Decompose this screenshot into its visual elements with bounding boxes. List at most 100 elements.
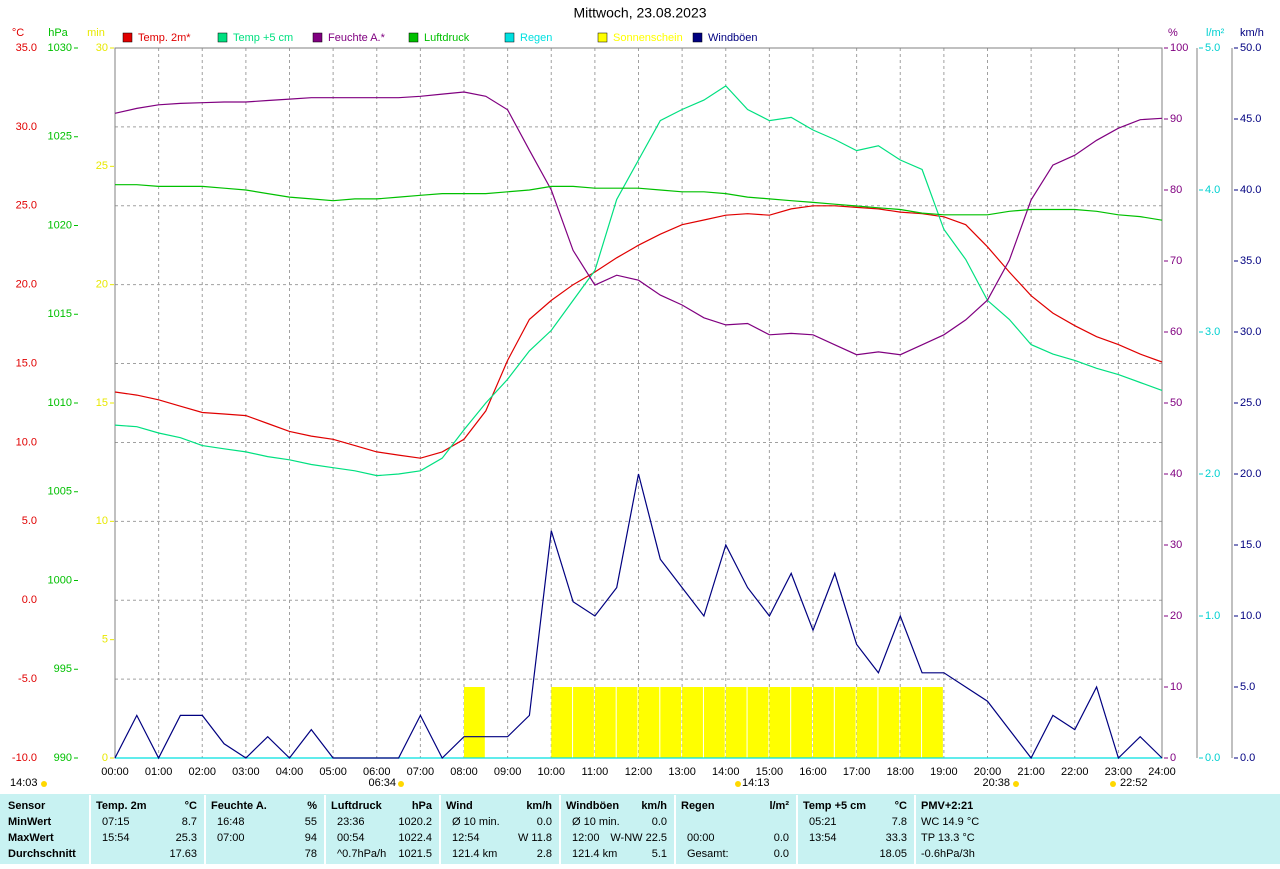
axis-unit: hPa xyxy=(48,27,68,39)
y-tick-label: 25.0 xyxy=(1240,397,1261,409)
y-tick-label: 5.0 xyxy=(1240,681,1255,693)
table-cell: Ø 10 min. xyxy=(572,816,620,828)
y-tick-label: 1030 xyxy=(48,42,72,54)
table-cell: Gesamt: xyxy=(687,848,729,860)
table-cell: 78 xyxy=(305,848,317,860)
table-cell: 0.0 xyxy=(652,816,667,828)
y-tick-label: 0 xyxy=(102,752,108,764)
y-tick-label: 0.0 xyxy=(1205,752,1220,764)
marker-label: 14:13 xyxy=(742,777,770,789)
table-header: Windböen xyxy=(566,800,619,812)
series-line xyxy=(114,91,1163,356)
y-tick-label: 35.0 xyxy=(16,42,37,54)
x-tick-label: 07:00 xyxy=(407,766,435,778)
marker-label: 06:34 xyxy=(368,777,396,789)
sunshine-bar xyxy=(464,687,485,758)
x-tick-label: 18:00 xyxy=(886,766,914,778)
table-cell: -0.6hPa/3h xyxy=(921,848,975,860)
x-tick-label: 14:00 xyxy=(712,766,740,778)
table-header: Temp +5 cm xyxy=(803,800,866,812)
y-tick-label: 20 xyxy=(1170,610,1182,622)
y-tick-label: 10 xyxy=(96,515,108,527)
y-tick-label: 1015 xyxy=(48,308,72,320)
y-tick-label: 30.0 xyxy=(1240,326,1261,338)
table-cell: 16:48 xyxy=(217,816,245,828)
y-tick-label: 50 xyxy=(1170,397,1182,409)
legend-swatch xyxy=(504,32,515,43)
y-tick-label: 25.0 xyxy=(16,200,37,212)
x-tick-label: 19:00 xyxy=(930,766,958,778)
y-tick-label: 15.0 xyxy=(16,357,37,369)
y-tick-label: 1020 xyxy=(48,219,72,231)
table-cell: 00:54 xyxy=(337,832,365,844)
sun-marker xyxy=(735,781,741,787)
y-tick-label: 10.0 xyxy=(1240,610,1261,622)
x-tick-label: 06:00 xyxy=(363,766,391,778)
sunshine-bar xyxy=(682,687,703,758)
x-tick-label: 24:00 xyxy=(1148,766,1176,778)
y-tick-label: 1025 xyxy=(48,131,72,143)
legend-label: Luftdruck xyxy=(424,32,470,44)
y-tick-label: 1.0 xyxy=(1205,610,1220,622)
y-tick-label: 2.0 xyxy=(1205,468,1220,480)
series-line xyxy=(114,205,1163,459)
table-cell: ^0.7hPa/h xyxy=(337,848,386,860)
x-tick-label: 02:00 xyxy=(188,766,216,778)
table-cell: 18.05 xyxy=(879,848,907,860)
table-cell: 2.8 xyxy=(537,848,552,860)
chart-title: Mittwoch, 23.08.2023 xyxy=(573,5,706,21)
y-tick-label: 70 xyxy=(1170,255,1182,267)
row-label: Durchschnitt xyxy=(8,848,76,860)
legend-label: Regen xyxy=(520,32,552,44)
table-cell: 12:54 xyxy=(452,832,480,844)
row-label: MaxWert xyxy=(8,832,54,844)
legend-swatch xyxy=(692,32,703,43)
marker-label: 22:52 xyxy=(1120,777,1148,789)
x-tick-label: 03:00 xyxy=(232,766,260,778)
legend-label: Feuchte A.* xyxy=(328,32,386,44)
table-cell: 23:36 xyxy=(337,816,365,828)
x-tick-label: 20:00 xyxy=(974,766,1002,778)
y-tick-label: 1010 xyxy=(48,397,72,409)
table-cell: 00:00 xyxy=(687,832,715,844)
sunshine-bar xyxy=(813,687,834,758)
row-label: MinWert xyxy=(8,816,52,828)
sunshine-bar xyxy=(703,687,725,758)
table-cell: 12:00 xyxy=(572,832,600,844)
table-cell: 1022.4 xyxy=(398,832,432,844)
x-tick-label: 10:00 xyxy=(537,766,565,778)
x-tick-label: 16:00 xyxy=(799,766,827,778)
table-cell: 0.0 xyxy=(537,816,552,828)
y-tick-label: 40 xyxy=(1170,468,1182,480)
table-unit: % xyxy=(307,800,317,812)
legend-swatch xyxy=(408,32,419,43)
axis-unit: °C xyxy=(12,27,24,39)
y-tick-label: 1000 xyxy=(48,574,72,586)
table-cell: 94 xyxy=(305,832,317,844)
table-cell: 121.4 km xyxy=(572,848,617,860)
legend-label: Temp +5 cm xyxy=(233,32,293,44)
table-header: Feuchte A. xyxy=(211,800,267,812)
axis-unit: min xyxy=(87,27,105,39)
y-tick-label: 5.0 xyxy=(22,515,37,527)
table-cell: 7.8 xyxy=(892,816,907,828)
y-tick-label: 20.0 xyxy=(16,279,37,291)
x-tick-label: 08:00 xyxy=(450,766,478,778)
y-tick-label: 10 xyxy=(1170,681,1182,693)
y-tick-label: 990 xyxy=(54,752,72,764)
table-cell: 25.3 xyxy=(176,832,197,844)
x-tick-label: 23:00 xyxy=(1105,766,1133,778)
x-tick-label: 17:00 xyxy=(843,766,871,778)
table-unit: °C xyxy=(185,800,197,812)
y-tick-label: 10.0 xyxy=(16,436,37,448)
sunshine-bar xyxy=(616,687,638,758)
series-line xyxy=(114,473,1163,760)
y-tick-label: 5.0 xyxy=(1205,42,1220,54)
sun-marker xyxy=(1110,781,1116,787)
sunshine-bar xyxy=(573,687,594,758)
y-tick-label: 4.0 xyxy=(1205,184,1220,196)
table-cell: 07:00 xyxy=(217,832,245,844)
sunshine-bar xyxy=(638,687,660,758)
sunshine-bar xyxy=(878,687,900,758)
